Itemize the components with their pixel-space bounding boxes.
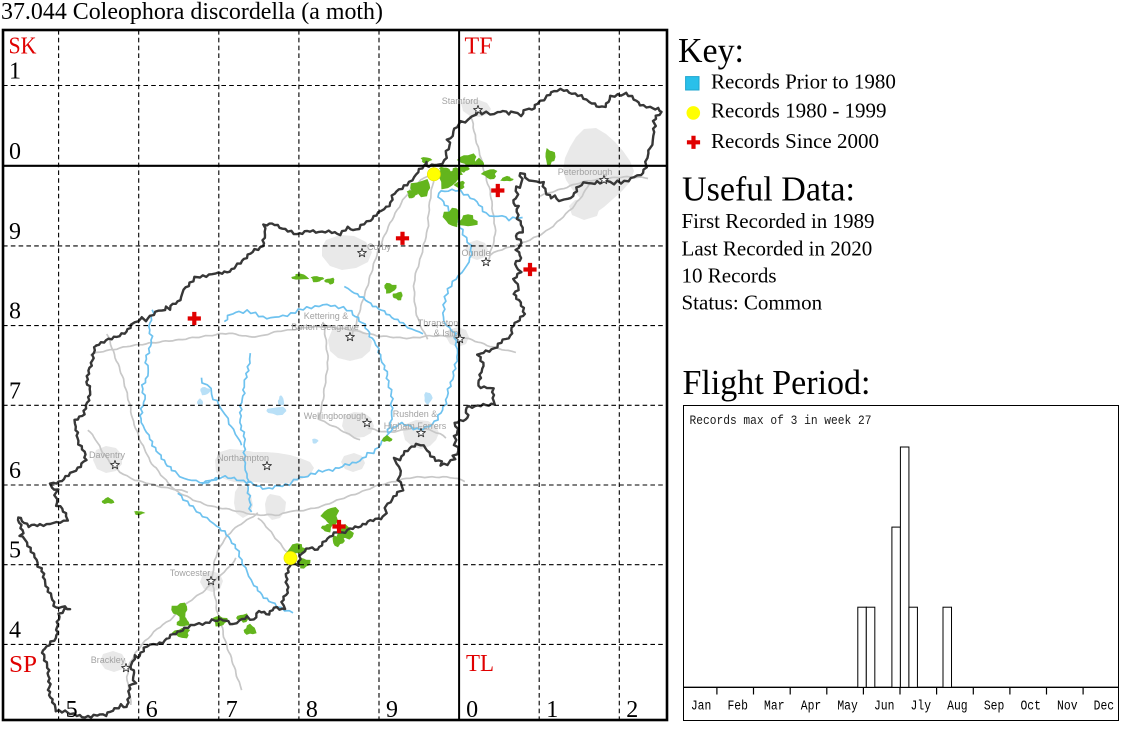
svg-text:5: 5 <box>66 697 78 723</box>
svg-text:Records 1980 - 1999: Records 1980 - 1999 <box>711 99 887 123</box>
svg-text:7: 7 <box>9 378 21 404</box>
svg-text:Apr: Apr <box>801 700 822 715</box>
svg-text:Thrapston: Thrapston <box>418 318 459 328</box>
svg-text:Burton Seagrave: Burton Seagrave <box>291 322 359 332</box>
svg-text:Records max of 3 in week 27: Records max of 3 in week 27 <box>690 413 872 428</box>
svg-text:Towcester: Towcester <box>170 568 211 578</box>
svg-text:2: 2 <box>626 697 638 723</box>
svg-text:Records Since 2000: Records Since 2000 <box>711 129 879 153</box>
svg-text:Dec: Dec <box>1094 700 1115 715</box>
svg-text:Useful Data:: Useful Data: <box>682 170 855 209</box>
svg-text:6: 6 <box>9 458 21 484</box>
svg-text:1: 1 <box>9 59 21 85</box>
svg-text:9: 9 <box>9 219 21 245</box>
svg-text:Daventry: Daventry <box>89 450 126 460</box>
svg-text:10 Records: 10 Records <box>682 264 777 288</box>
svg-text:37.044 Coleophora discordella: 37.044 Coleophora discordella (a moth) <box>1 0 383 25</box>
svg-text:7: 7 <box>226 697 238 723</box>
svg-text:Corby: Corby <box>367 242 392 252</box>
svg-text:Northampton: Northampton <box>217 453 269 463</box>
svg-text:May: May <box>837 700 858 715</box>
svg-text:Jun: Jun <box>874 700 895 715</box>
svg-text:Kettering &: Kettering & <box>304 311 349 321</box>
svg-text:Feb: Feb <box>727 700 748 715</box>
svg-text:4: 4 <box>9 617 21 643</box>
svg-text:6: 6 <box>146 697 158 723</box>
svg-text:Wellingborough: Wellingborough <box>304 411 366 421</box>
svg-text:0: 0 <box>9 139 21 165</box>
svg-text:8: 8 <box>306 697 318 723</box>
svg-text:1: 1 <box>546 697 558 723</box>
svg-text:Stamford: Stamford <box>442 96 479 106</box>
svg-text:Nov: Nov <box>1057 700 1078 715</box>
svg-text:Records Prior to 1980: Records Prior to 1980 <box>711 70 896 94</box>
svg-text:First Recorded in 1989: First Recorded in 1989 <box>682 209 875 233</box>
svg-text:Last Recorded in 2020: Last Recorded in 2020 <box>682 236 873 260</box>
svg-text:Aug: Aug <box>947 700 968 715</box>
svg-text:SP: SP <box>9 652 37 678</box>
svg-text:Peterborough: Peterborough <box>558 167 613 177</box>
svg-text:Oundle: Oundle <box>461 248 490 258</box>
svg-text:TL: TL <box>466 651 494 677</box>
svg-text:Brackley: Brackley <box>91 655 126 665</box>
svg-text:Oct: Oct <box>1020 700 1041 715</box>
svg-text:SK: SK <box>9 34 38 60</box>
svg-text:& Islip: & Islip <box>434 328 459 338</box>
svg-text:Key:: Key: <box>678 31 744 70</box>
svg-text:Rushden &: Rushden & <box>393 409 438 419</box>
svg-text:8: 8 <box>9 299 21 325</box>
svg-text:Status: Common: Status: Common <box>682 291 823 315</box>
svg-text:0: 0 <box>466 697 478 723</box>
svg-text:Jan: Jan <box>691 700 712 715</box>
svg-text:Sep: Sep <box>984 700 1005 715</box>
svg-text:5: 5 <box>9 538 21 564</box>
svg-text:Flight Period:: Flight Period: <box>683 363 871 402</box>
svg-text:9: 9 <box>386 697 398 723</box>
svg-text:Jly: Jly <box>911 700 932 715</box>
svg-text:Higham Ferrers: Higham Ferrers <box>384 421 447 431</box>
svg-text:Mar: Mar <box>764 700 785 715</box>
svg-text:TF: TF <box>465 34 493 60</box>
